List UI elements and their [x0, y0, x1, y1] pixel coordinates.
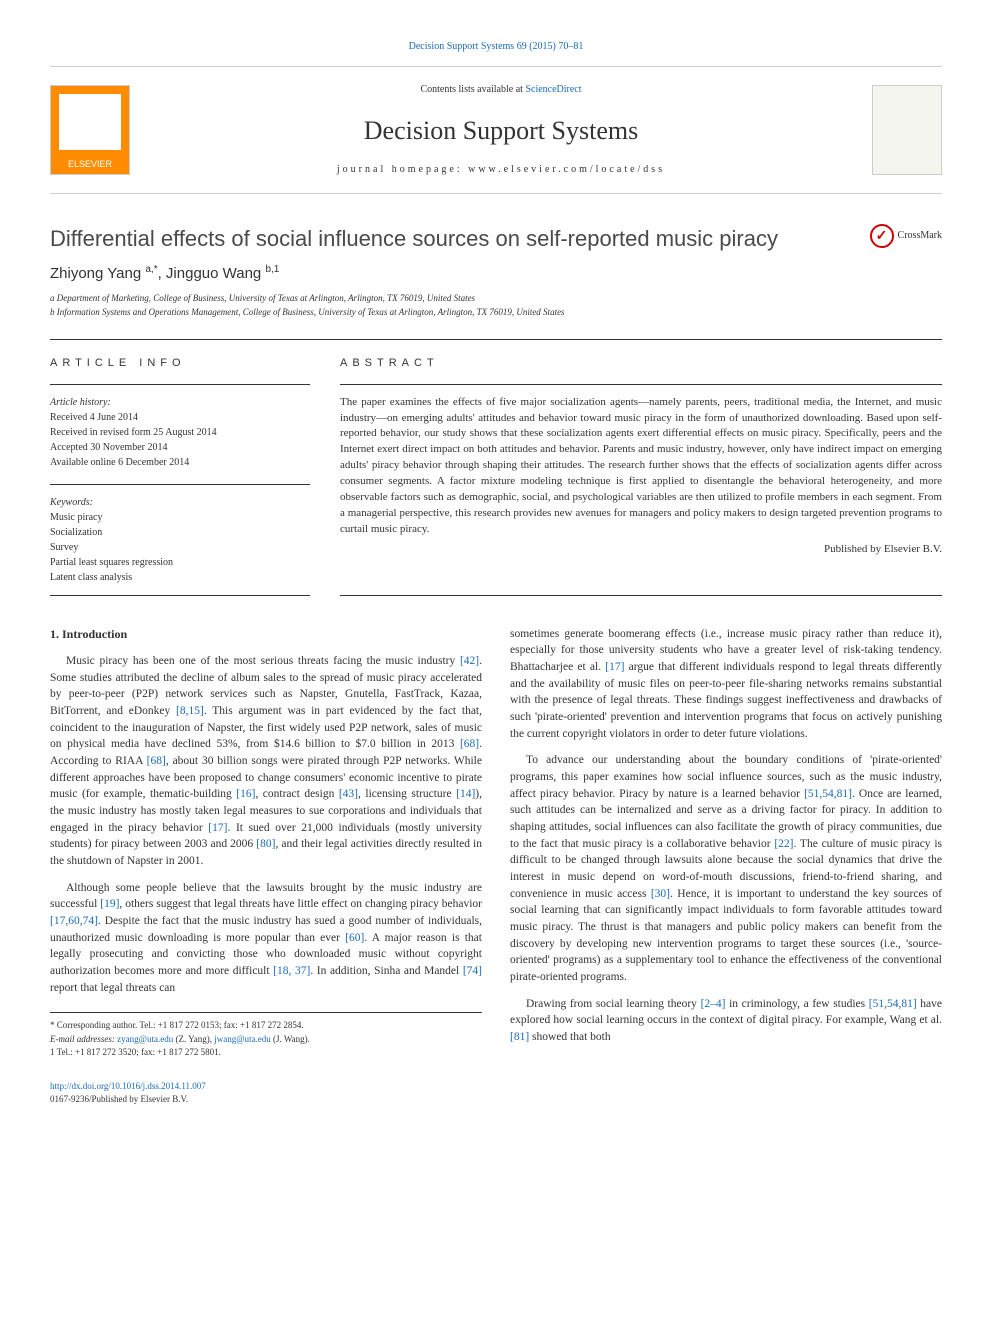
elsevier-logo: ELSEVIER: [50, 85, 130, 175]
doi-link[interactable]: http://dx.doi.org/10.1016/j.dss.2014.11.…: [50, 1081, 206, 1091]
affiliation-b: b Information Systems and Operations Man…: [50, 306, 942, 320]
email-link[interactable]: jwang@uta.edu: [214, 1034, 271, 1044]
abstract-column: ABSTRACT The paper examines the effects …: [340, 356, 942, 595]
email-name: (Z. Yang),: [175, 1034, 212, 1044]
emails-label: E-mail addresses:: [50, 1034, 115, 1044]
authors: Zhiyong Yang a,*, Jingguo Wang b,1: [50, 263, 942, 284]
history-received: Received 4 June 2014: [50, 410, 310, 425]
history-accepted: Accepted 30 November 2014: [50, 440, 310, 455]
article-info-heading: ARTICLE INFO: [50, 356, 310, 371]
author-phone-note: 1 Tel.: +1 817 272 3520; fax: +1 817 272…: [50, 1046, 482, 1060]
keyword: Latent class analysis: [50, 570, 310, 585]
history-label: Article history:: [50, 395, 310, 410]
body-paragraph: sometimes generate boomerang effects (i.…: [510, 626, 942, 743]
section-number: 1.: [50, 627, 59, 641]
crossmark-icon: [870, 224, 894, 248]
keywords-label: Keywords:: [50, 495, 310, 510]
body-paragraph: To advance our understanding about the b…: [510, 752, 942, 985]
citation-link[interactable]: Decision Support Systems 69 (2015) 70–81: [50, 40, 942, 54]
abstract-publisher: Published by Elsevier B.V.: [340, 542, 942, 557]
contents-line: Contents lists available at ScienceDirec…: [130, 83, 872, 97]
email-line: E-mail addresses: zyang@uta.edu (Z. Yang…: [50, 1033, 482, 1047]
section-title: Introduction: [62, 627, 127, 641]
keyword: Music piracy: [50, 510, 310, 525]
elsevier-logo-text: ELSEVIER: [68, 158, 112, 175]
body-paragraph: Although some people believe that the la…: [50, 880, 482, 997]
journal-cover-thumbnail: [872, 85, 942, 175]
body-paragraph: Music piracy has been one of the most se…: [50, 653, 482, 870]
footnotes: * Corresponding author. Tel.: +1 817 272…: [50, 1012, 482, 1060]
doi-block: http://dx.doi.org/10.1016/j.dss.2014.11.…: [50, 1080, 482, 1105]
journal-banner: ELSEVIER Contents lists available at Sci…: [50, 66, 942, 194]
left-column: 1. Introduction Music piracy has been on…: [50, 626, 482, 1106]
section-heading: 1. Introduction: [50, 626, 482, 643]
banner-center: Contents lists available at ScienceDirec…: [130, 83, 872, 177]
keyword: Socialization: [50, 525, 310, 540]
article-header: Differential effects of social influence…: [50, 224, 942, 255]
body-columns: 1. Introduction Music piracy has been on…: [50, 626, 942, 1106]
keyword: Partial least squares regression: [50, 555, 310, 570]
journal-name: Decision Support Systems: [130, 113, 872, 149]
email-link[interactable]: zyang@uta.edu: [117, 1034, 173, 1044]
contents-prefix: Contents lists available at: [420, 84, 525, 95]
history-online: Available online 6 December 2014: [50, 455, 310, 470]
sciencedirect-link[interactable]: ScienceDirect: [525, 84, 581, 95]
article-title: Differential effects of social influence…: [50, 224, 778, 255]
info-abstract-row: ARTICLE INFO Article history: Received 4…: [50, 339, 942, 595]
issn-line: 0167-9236/Published by Elsevier B.V.: [50, 1093, 482, 1106]
crossmark-badge[interactable]: CrossMark: [870, 224, 942, 248]
abstract-heading: ABSTRACT: [340, 356, 942, 371]
journal-homepage: journal homepage: www.elsevier.com/locat…: [130, 163, 872, 177]
keyword: Survey: [50, 540, 310, 555]
page: Decision Support Systems 69 (2015) 70–81…: [0, 0, 992, 1145]
affiliations: a Department of Marketing, College of Bu…: [50, 292, 942, 319]
article-info: ARTICLE INFO Article history: Received 4…: [50, 356, 310, 595]
abstract-text: The paper examines the effects of five m…: [340, 384, 942, 538]
email-name: (J. Wang).: [273, 1034, 310, 1044]
corresponding-author-note: * Corresponding author. Tel.: +1 817 272…: [50, 1019, 482, 1033]
right-column: sometimes generate boomerang effects (i.…: [510, 626, 942, 1106]
body-paragraph: Drawing from social learning theory [2–4…: [510, 996, 942, 1046]
article-history: Article history: Received 4 June 2014 Re…: [50, 384, 310, 470]
affiliation-a: a Department of Marketing, College of Bu…: [50, 292, 942, 306]
keywords-block: Keywords: Music piracy Socialization Sur…: [50, 484, 310, 596]
history-revised: Received in revised form 25 August 2014: [50, 425, 310, 440]
crossmark-label: CrossMark: [898, 229, 942, 243]
